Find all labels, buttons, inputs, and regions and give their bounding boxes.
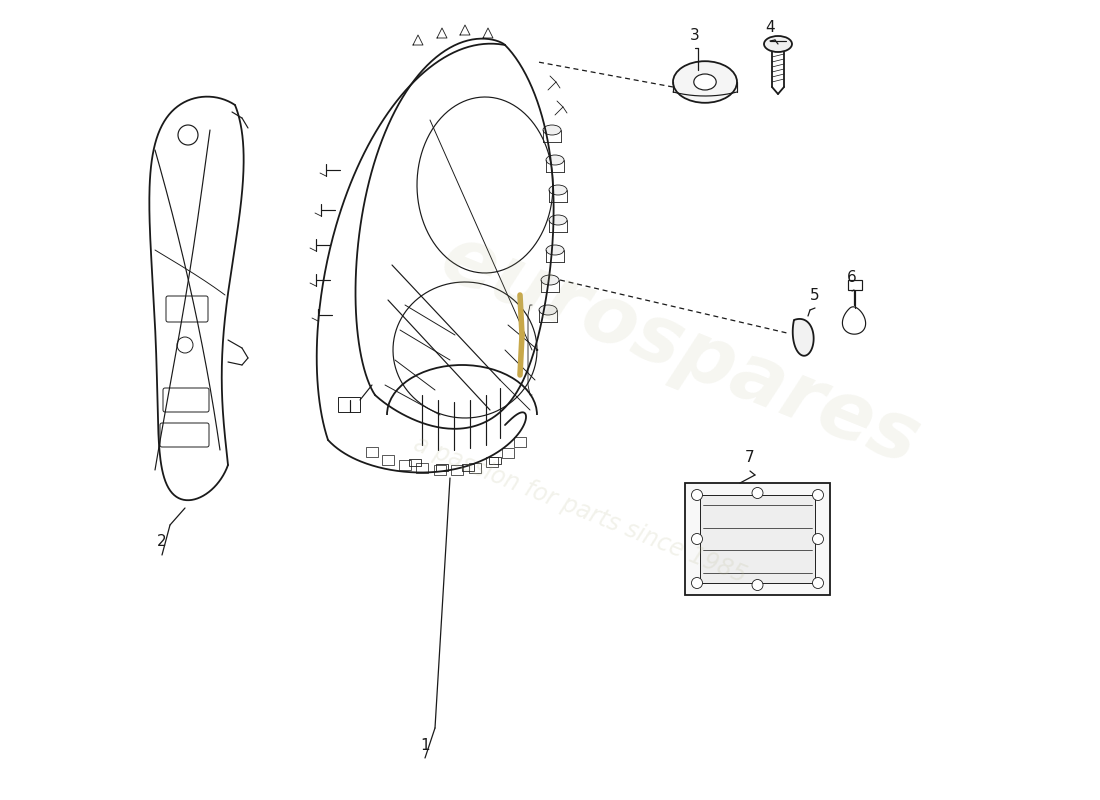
Text: 2: 2 (157, 534, 167, 550)
Bar (490, 457, 500, 463)
Bar (486, 457, 498, 467)
Ellipse shape (694, 74, 716, 90)
Bar (434, 465, 446, 475)
Bar (416, 463, 428, 473)
Ellipse shape (539, 305, 557, 315)
Bar (409, 458, 421, 466)
Text: 3: 3 (690, 27, 700, 42)
Bar (436, 463, 448, 470)
Circle shape (692, 490, 703, 501)
Ellipse shape (541, 275, 559, 285)
Ellipse shape (546, 155, 564, 165)
Bar (451, 465, 463, 475)
Bar (399, 460, 411, 470)
Bar (338, 397, 360, 412)
Circle shape (752, 487, 763, 498)
Ellipse shape (764, 36, 792, 52)
Bar (848, 280, 862, 290)
Bar (502, 448, 514, 458)
Bar (700, 495, 815, 583)
Text: 6: 6 (847, 270, 857, 286)
Bar (382, 455, 394, 465)
Text: 7: 7 (745, 450, 755, 466)
Ellipse shape (549, 185, 566, 195)
Ellipse shape (543, 125, 561, 135)
Circle shape (692, 578, 703, 589)
Polygon shape (793, 319, 814, 356)
Bar (685, 483, 830, 595)
Ellipse shape (673, 62, 737, 103)
Bar (469, 463, 481, 473)
Text: 1: 1 (420, 738, 430, 753)
Ellipse shape (549, 215, 566, 225)
Bar (366, 447, 378, 457)
Bar (462, 463, 474, 470)
Bar (514, 437, 526, 447)
Circle shape (752, 579, 763, 590)
Text: 4: 4 (766, 21, 774, 35)
Text: eurospares: eurospares (429, 218, 931, 482)
Circle shape (692, 534, 703, 545)
Ellipse shape (546, 245, 564, 255)
Text: 5: 5 (811, 287, 819, 302)
Circle shape (813, 534, 824, 545)
Text: a passion for parts since 1985: a passion for parts since 1985 (410, 432, 750, 588)
Circle shape (813, 578, 824, 589)
Circle shape (813, 490, 824, 501)
